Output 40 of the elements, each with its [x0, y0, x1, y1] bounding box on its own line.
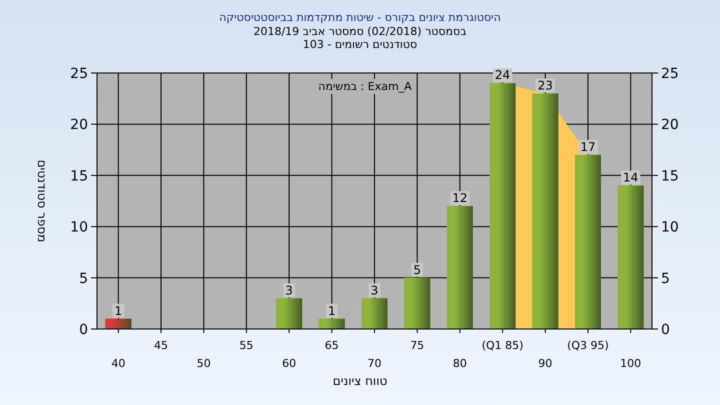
- annotation: במשימה : Exam_A: [318, 80, 412, 93]
- y-tick-label: 20: [70, 117, 88, 134]
- x-tick-label: 45: [154, 339, 168, 352]
- y2-tick-label: 10: [661, 220, 679, 236]
- x-tick-label: 70: [368, 357, 382, 370]
- y2-tick-label: 20: [661, 117, 679, 134]
- data-label: 12: [452, 191, 468, 206]
- x-tick-label: (Q1 85): [482, 339, 524, 352]
- chart-title: היסטוגרמת ציונים בקורס - שיטות מתקדמות בביוסטטיסטיקה: [219, 11, 501, 24]
- y-tick-label: 25: [70, 66, 88, 82]
- data-label: 3: [370, 283, 378, 298]
- y-tick-label: 5: [79, 270, 88, 287]
- data-label: 1: [328, 304, 336, 318]
- x-tick-label: 65: [324, 339, 339, 352]
- x-tick-label: (Q3 95): [567, 339, 609, 352]
- data-label: 5: [413, 262, 422, 277]
- y-tick-label: 15: [70, 168, 88, 184]
- x-tick-label: 50: [196, 357, 211, 370]
- y2-tick-label: 15: [661, 168, 679, 184]
- data-label: 3: [285, 283, 293, 298]
- data-label: 1: [114, 304, 122, 318]
- y2-tick-label: 5: [661, 270, 670, 287]
- y-tick-label: 10: [70, 220, 88, 236]
- x-tick-label: 75: [410, 339, 424, 352]
- data-label: 17: [580, 140, 596, 154]
- data-label: 24: [494, 68, 510, 82]
- y-axis-title: מספר סטודנטים: [35, 160, 49, 242]
- x-tick-label: 90: [538, 357, 552, 370]
- y2-tick-label: 0: [661, 322, 670, 338]
- y-tick-label: 0: [79, 322, 88, 338]
- x-tick-label: 100: [620, 357, 642, 370]
- chart-subtitle: בסמסטר (02/2018) סמסטר אביב 2018/19 סטודנטים רשומים - 103: [253, 25, 467, 51]
- x-tick-label: 55: [239, 339, 254, 352]
- x-tick-label: 60: [282, 357, 296, 370]
- y2-tick-label: 25: [661, 66, 679, 82]
- x-tick-label: 40: [111, 357, 126, 370]
- data-label: 23: [538, 78, 553, 92]
- data-label: 14: [623, 170, 638, 185]
- x-axis-title: טווח ציונים: [332, 374, 388, 388]
- x-tick-label: 80: [452, 357, 467, 370]
